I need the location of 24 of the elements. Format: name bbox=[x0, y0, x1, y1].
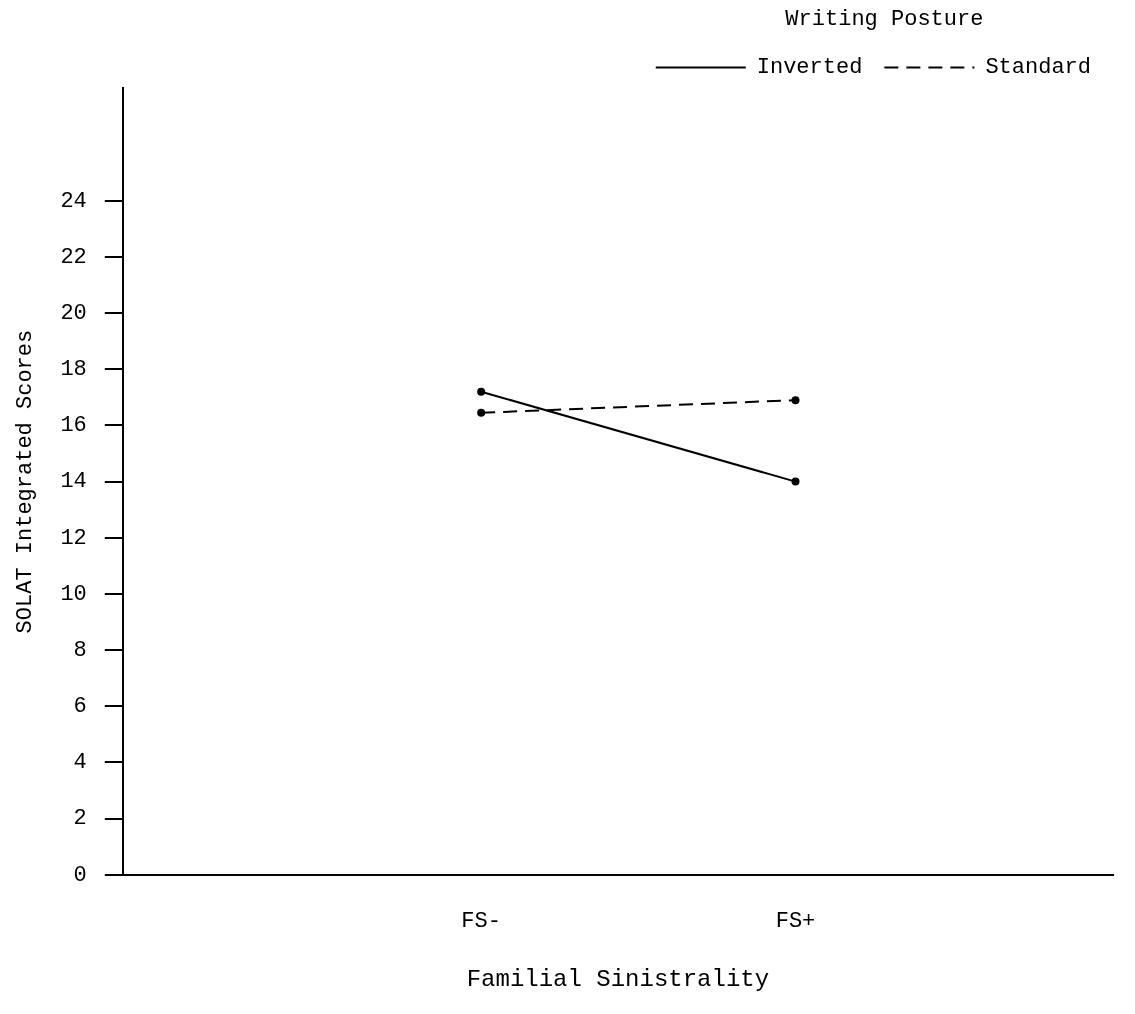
y-tick-label: 0 bbox=[73, 862, 87, 888]
y-tick-label: 2 bbox=[73, 806, 87, 832]
legend-label: Standard bbox=[985, 55, 1092, 81]
y-axis-title: SOLAT Integrated Scores bbox=[13, 329, 39, 634]
y-tick-label: 4 bbox=[73, 750, 87, 776]
x-axis-title: Familial Sinistrality bbox=[466, 965, 770, 993]
y-tick-label: 8 bbox=[73, 637, 87, 663]
y-tick-label: 22 bbox=[60, 244, 87, 270]
point bbox=[791, 396, 800, 405]
y-tick-label: 10 bbox=[60, 581, 87, 607]
y-tick-label: 6 bbox=[73, 694, 87, 720]
y-tick-label: 16 bbox=[60, 413, 87, 439]
point bbox=[477, 408, 486, 417]
point bbox=[477, 387, 486, 396]
y-tick-label: 14 bbox=[60, 469, 87, 495]
y-tick-label: 12 bbox=[60, 525, 87, 551]
legend-title: Writing Posture bbox=[785, 6, 984, 32]
point bbox=[791, 477, 800, 486]
x-tick-label: FS+ bbox=[775, 908, 816, 934]
y-tick-label: 20 bbox=[60, 300, 87, 326]
legend-label: Inverted bbox=[756, 55, 863, 81]
y-tick-label: 18 bbox=[60, 357, 87, 383]
y-tick-label: 24 bbox=[60, 188, 87, 214]
x-tick-label: FS- bbox=[461, 908, 501, 934]
